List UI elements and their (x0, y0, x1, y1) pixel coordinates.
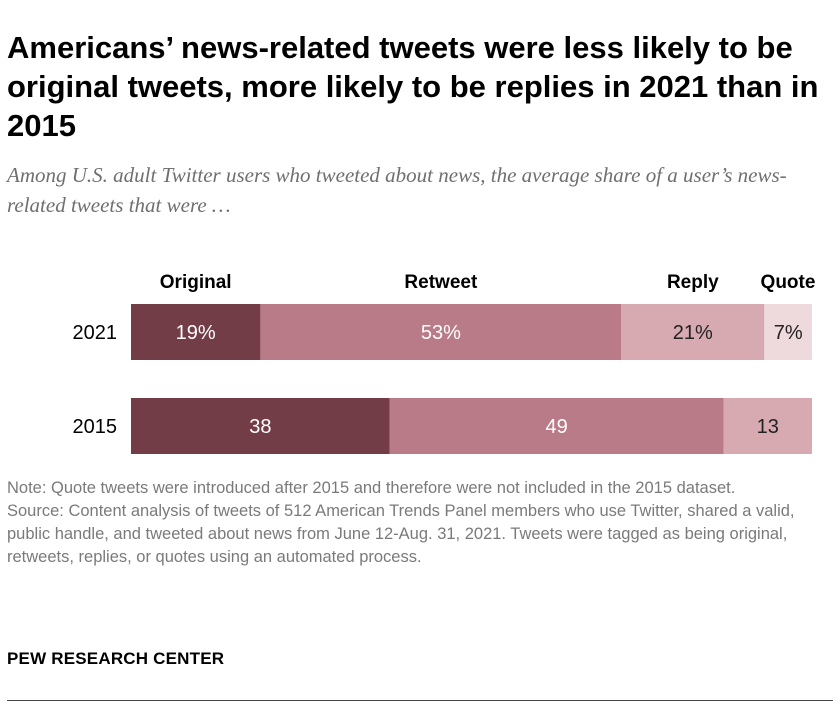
bar-original-2015 (131, 398, 390, 454)
legend-label-quote: Quote (761, 272, 816, 293)
data-label-reply-2021: 21% (673, 322, 713, 344)
legend-label-reply: Reply (667, 272, 719, 293)
source-text: Source: Content analysis of tweets of 51… (7, 502, 795, 566)
notes-block: Note: Quote tweets were introduced after… (7, 477, 807, 569)
stacked-bar-chart: Original Retweet Reply Quote 2021 19% 53% 21% 7… (73, 272, 816, 454)
category-label-2015: 2015 (73, 416, 118, 438)
chart-title: Americans’ news-related tweets were less… (7, 30, 819, 143)
data-label-retweet-2021: 53% (421, 322, 461, 344)
bar-original-2021 (131, 304, 261, 360)
brand-logo-text: PEW RESEARCH CENTER (7, 649, 225, 668)
bar-retweet-2015 (389, 398, 724, 454)
bottom-divider (7, 700, 833, 701)
data-label-original-2021: 19% (176, 322, 216, 344)
note-text: Note: Quote tweets were introduced after… (7, 479, 736, 497)
chart-subtitle: Among U.S. adult Twitter users who tweet… (7, 163, 787, 217)
data-label-quote-2021: 7% (774, 322, 803, 344)
data-label-reply-2015: 13 (757, 416, 779, 438)
bar-reply-2021 (621, 304, 765, 360)
bar-retweet-2021 (260, 304, 622, 360)
data-label-retweet-2015: 49 (546, 416, 568, 438)
data-label-original-2015: 38 (249, 416, 271, 438)
bars: 2021 19% 53% 21% 7% 2015 38 49 13 (73, 304, 812, 454)
bar-reply-2015 (723, 398, 812, 454)
legend: Original Retweet Reply Quote (160, 272, 816, 293)
legend-label-retweet: Retweet (404, 272, 478, 293)
bar-quote-2021 (764, 304, 812, 360)
legend-label-original: Original (160, 272, 232, 293)
category-label-2021: 2021 (73, 322, 118, 344)
